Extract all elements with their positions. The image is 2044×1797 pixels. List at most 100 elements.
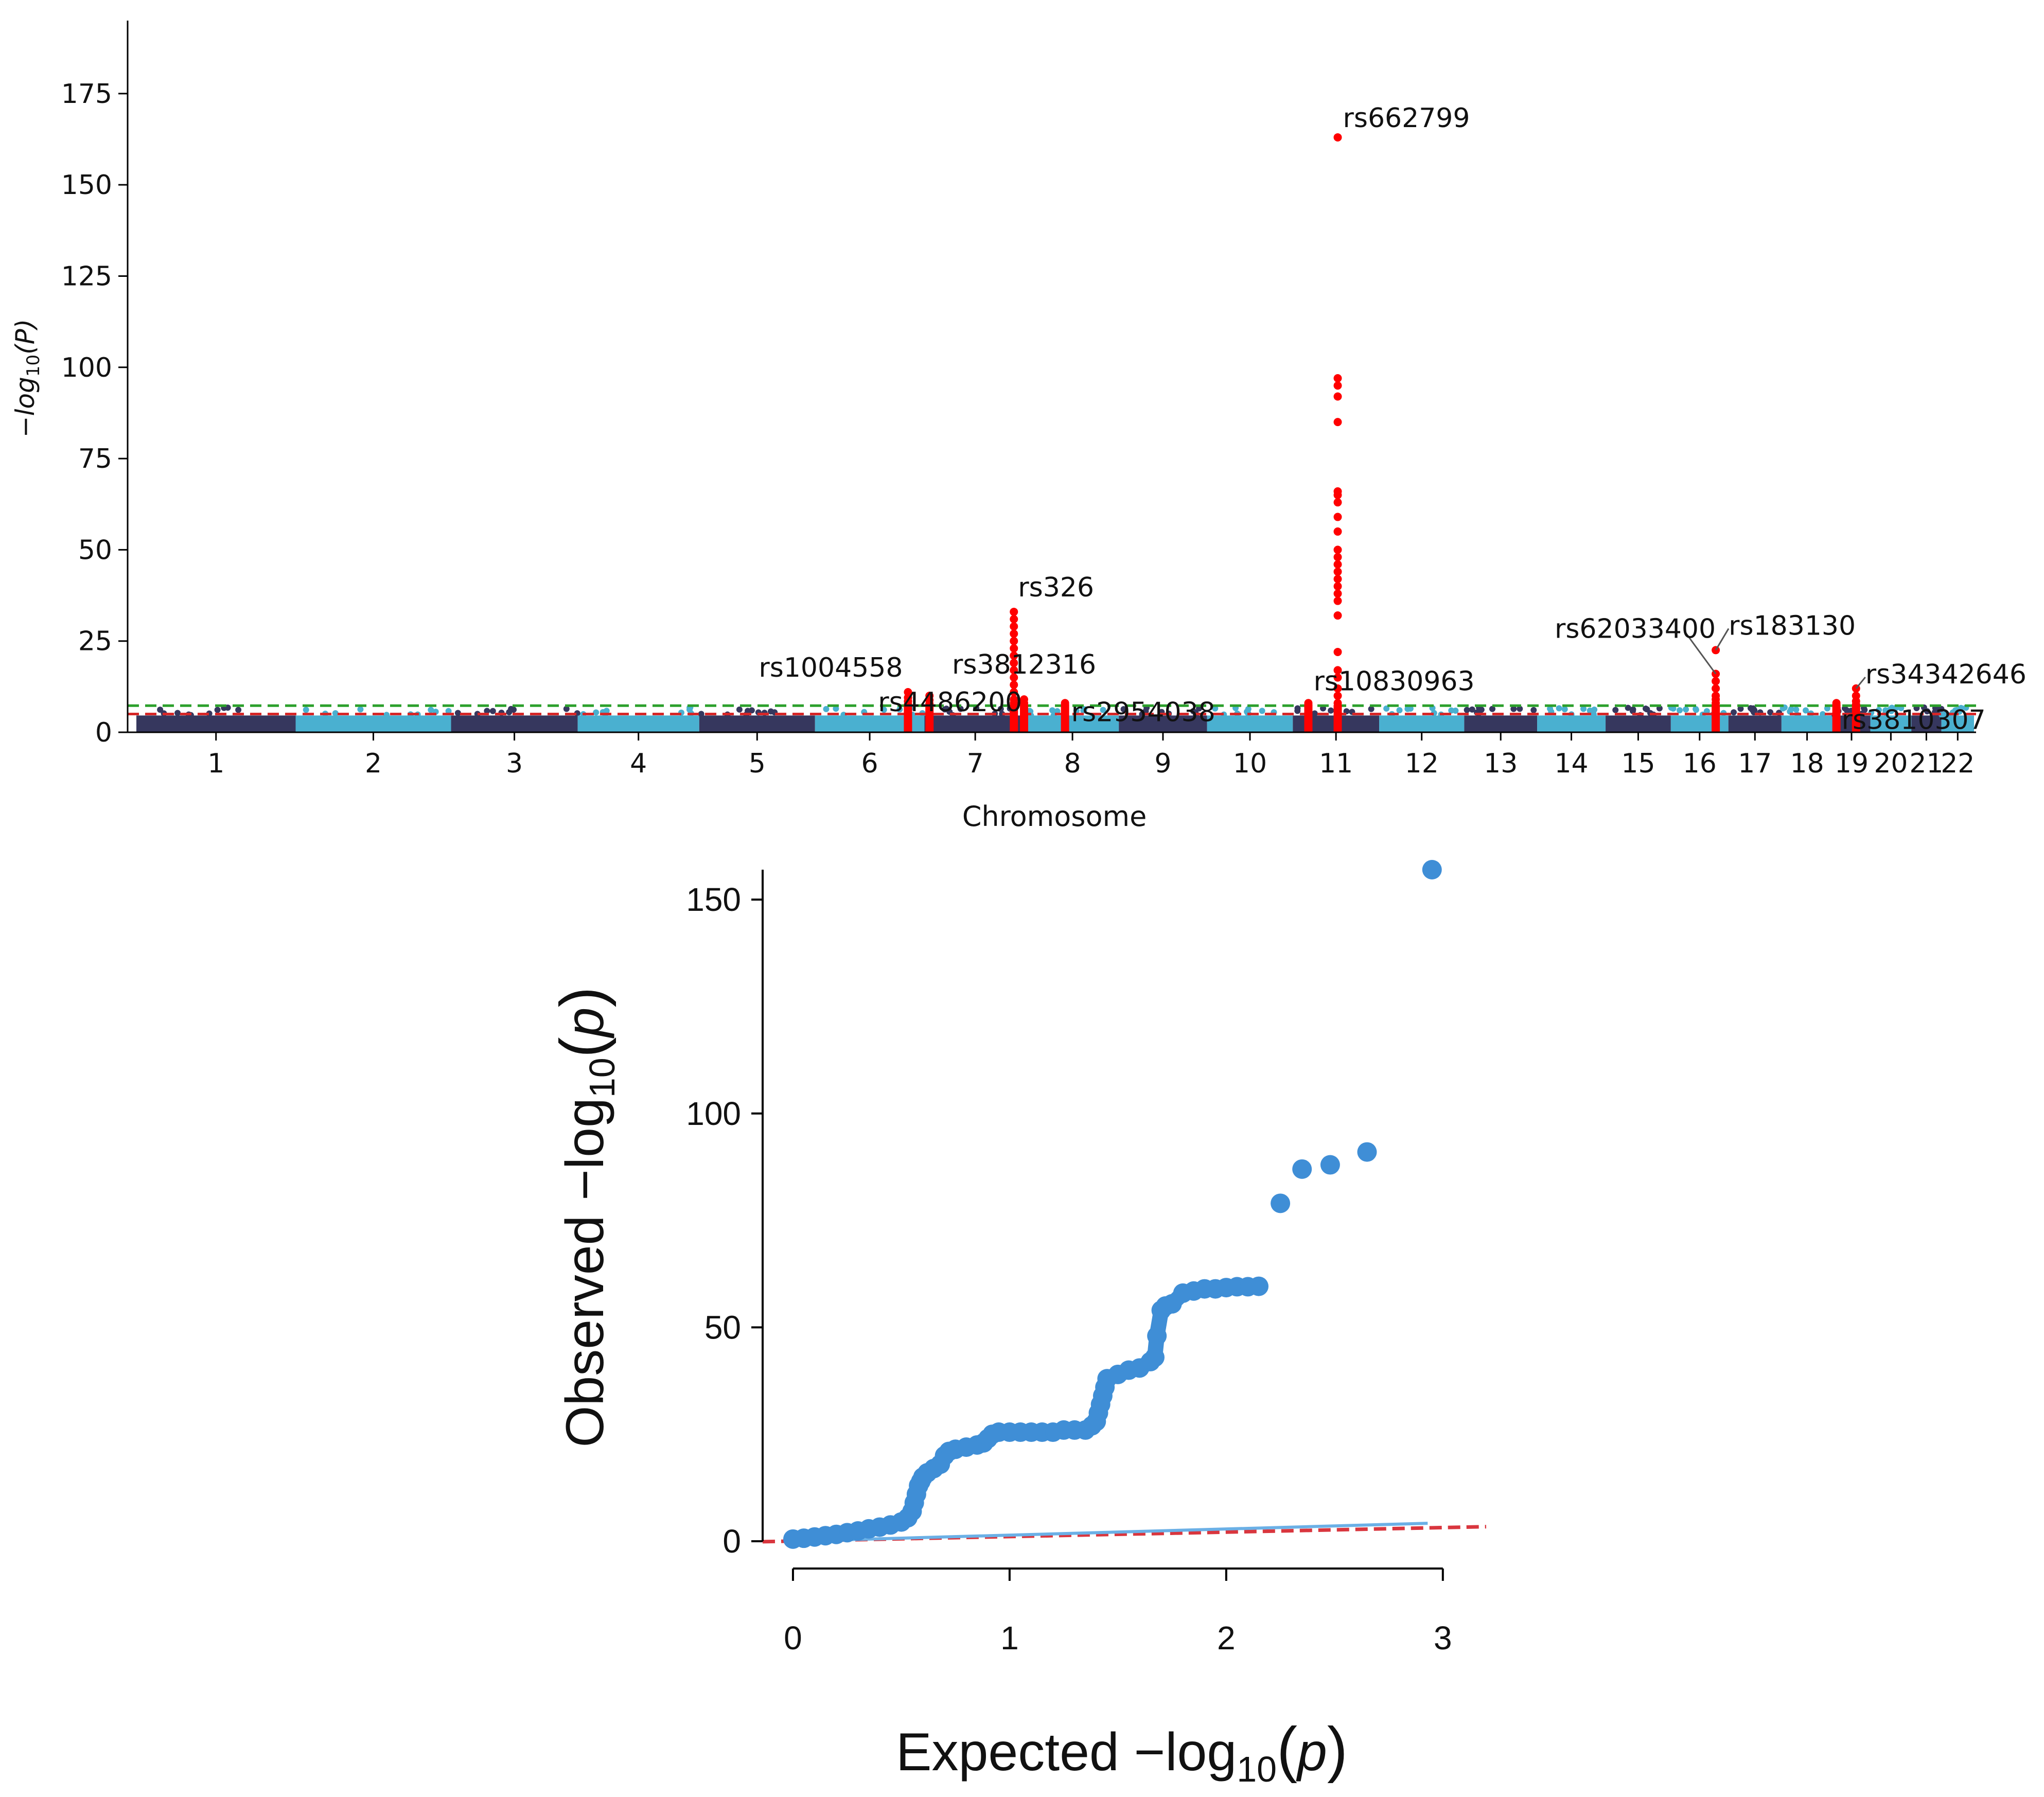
qq-xlabel-sub: 10 [1237, 1749, 1277, 1789]
qq-point [1357, 1142, 1377, 1162]
snp-point [303, 707, 309, 713]
manhattan-x-tick-label: 11 [1319, 748, 1353, 779]
qq-ylabel-sub: 10 [582, 1058, 622, 1098]
snp-point [1396, 707, 1403, 714]
snp-point [1703, 708, 1710, 714]
annotation-label: rs2954038 [1071, 697, 1215, 728]
significant-snp-point [1333, 418, 1342, 427]
snp-point [1803, 707, 1809, 714]
significant-snp-point [1333, 133, 1342, 142]
snp-point [357, 706, 364, 713]
chrom-band-13 [1464, 715, 1538, 732]
annotation-label: rs3810307 [1842, 704, 1986, 735]
qq-marks [762, 860, 1487, 1549]
manhattan-x-tick-label: 13 [1484, 748, 1518, 779]
snp-point [1328, 707, 1334, 714]
significant-snp-point [1333, 582, 1342, 591]
significant-snp-point [1333, 381, 1342, 390]
snp-point [1407, 706, 1414, 712]
annotation-label: rs662799 [1343, 103, 1470, 134]
snp-point [1469, 706, 1475, 713]
qq-labels: Expected −log10(p)Observed −log10(p) [548, 987, 1348, 1789]
snp-point [1294, 708, 1301, 714]
qq-point [1292, 1159, 1312, 1179]
annotation-label: rs183130 [1729, 610, 1856, 641]
significant-snp-point [1333, 527, 1342, 536]
annotation-label: rs10830963 [1313, 666, 1474, 697]
snp-point [1100, 707, 1106, 713]
significant-snp-column [1304, 704, 1313, 732]
significant-snp-column [1061, 704, 1069, 732]
snp-point [506, 709, 513, 715]
significant-snp-point [1010, 644, 1018, 653]
snp-point [957, 706, 964, 712]
manhattan-x-tick-label: 17 [1738, 748, 1772, 779]
significant-snp-point [1333, 596, 1342, 605]
significant-snp-column [1010, 704, 1018, 732]
significant-snp-point [1333, 567, 1342, 576]
snp-point [1676, 707, 1683, 714]
qq-ylabel-prefix: Observed −log [555, 1098, 615, 1447]
qq-y-tick-label: 150 [686, 881, 741, 918]
manhattan-x-tick-label: 14 [1554, 748, 1588, 779]
snp-point [1793, 707, 1800, 713]
qq-axes: 0 50 100 150 0 1 2 3 [686, 870, 1452, 1657]
manhattan-x-tick-label: 22 [1941, 748, 1975, 779]
manhattan-x-tick-label: 1 [207, 748, 224, 779]
qq-y-tick-label: 50 [704, 1309, 741, 1346]
snp-point [1820, 711, 1826, 717]
significant-snp-point [1010, 688, 1018, 696]
significant-snp-point [1010, 659, 1018, 667]
snp-point [1073, 707, 1080, 714]
snp-point [1464, 707, 1470, 713]
manhattan-x-tick-label: 21 [1909, 748, 1943, 779]
snp-point [1556, 705, 1562, 712]
annotation-leader [1684, 631, 1717, 675]
snp-point [1767, 709, 1774, 716]
qq-xlabel-open: ( [1277, 1715, 1297, 1784]
qq-expected-line [792, 1522, 1428, 1543]
manhattan-y-axis-label: −log10(P) [10, 319, 44, 438]
significant-snp-column [1712, 704, 1720, 732]
snp-point [880, 707, 887, 713]
significant-snp-point [1333, 560, 1342, 569]
qq-y-tick-label: 0 [723, 1523, 741, 1560]
manhattan-x-tick-label: 6 [861, 748, 878, 779]
snp-point [1643, 706, 1649, 712]
snp-point [428, 707, 434, 713]
snp-point [1368, 706, 1375, 712]
qq-ylabel-close: ) [548, 987, 616, 1008]
snp-point [833, 706, 839, 712]
manhattan-y-tick-label: 150 [61, 170, 112, 201]
annotation-label: rs326 [1018, 572, 1094, 603]
snp-point [235, 707, 242, 713]
snp-point [1049, 707, 1055, 714]
chrom-band-2 [295, 715, 451, 732]
manhattan-y-tick-label: 75 [78, 444, 112, 474]
qq-x-tick-label: 1 [1000, 1619, 1019, 1657]
snp-point [1311, 710, 1318, 717]
snp-point [484, 708, 490, 714]
significant-snp-point [1333, 374, 1342, 383]
manhattan-marks [128, 133, 1976, 732]
manhattan-x-tick-label: 7 [967, 748, 984, 779]
snp-point [593, 709, 600, 716]
snp-point [736, 706, 743, 713]
chrom-band-21 [1911, 715, 1942, 732]
snp-point [174, 710, 181, 716]
snp-point [1630, 706, 1636, 713]
snp-point [1547, 706, 1554, 712]
significant-snp-point [1333, 611, 1342, 620]
significant-snp-point [1010, 651, 1018, 660]
snp-point [332, 710, 339, 717]
chrom-band-3 [451, 715, 578, 732]
snp-point [1683, 706, 1689, 713]
snp-point [1587, 707, 1593, 714]
manhattan-x-axis-label: Chromosome [962, 800, 1147, 833]
snp-point [383, 712, 390, 718]
significant-snp-point [1010, 615, 1018, 624]
snp-point [1517, 706, 1523, 712]
chrom-band-12 [1379, 715, 1465, 732]
